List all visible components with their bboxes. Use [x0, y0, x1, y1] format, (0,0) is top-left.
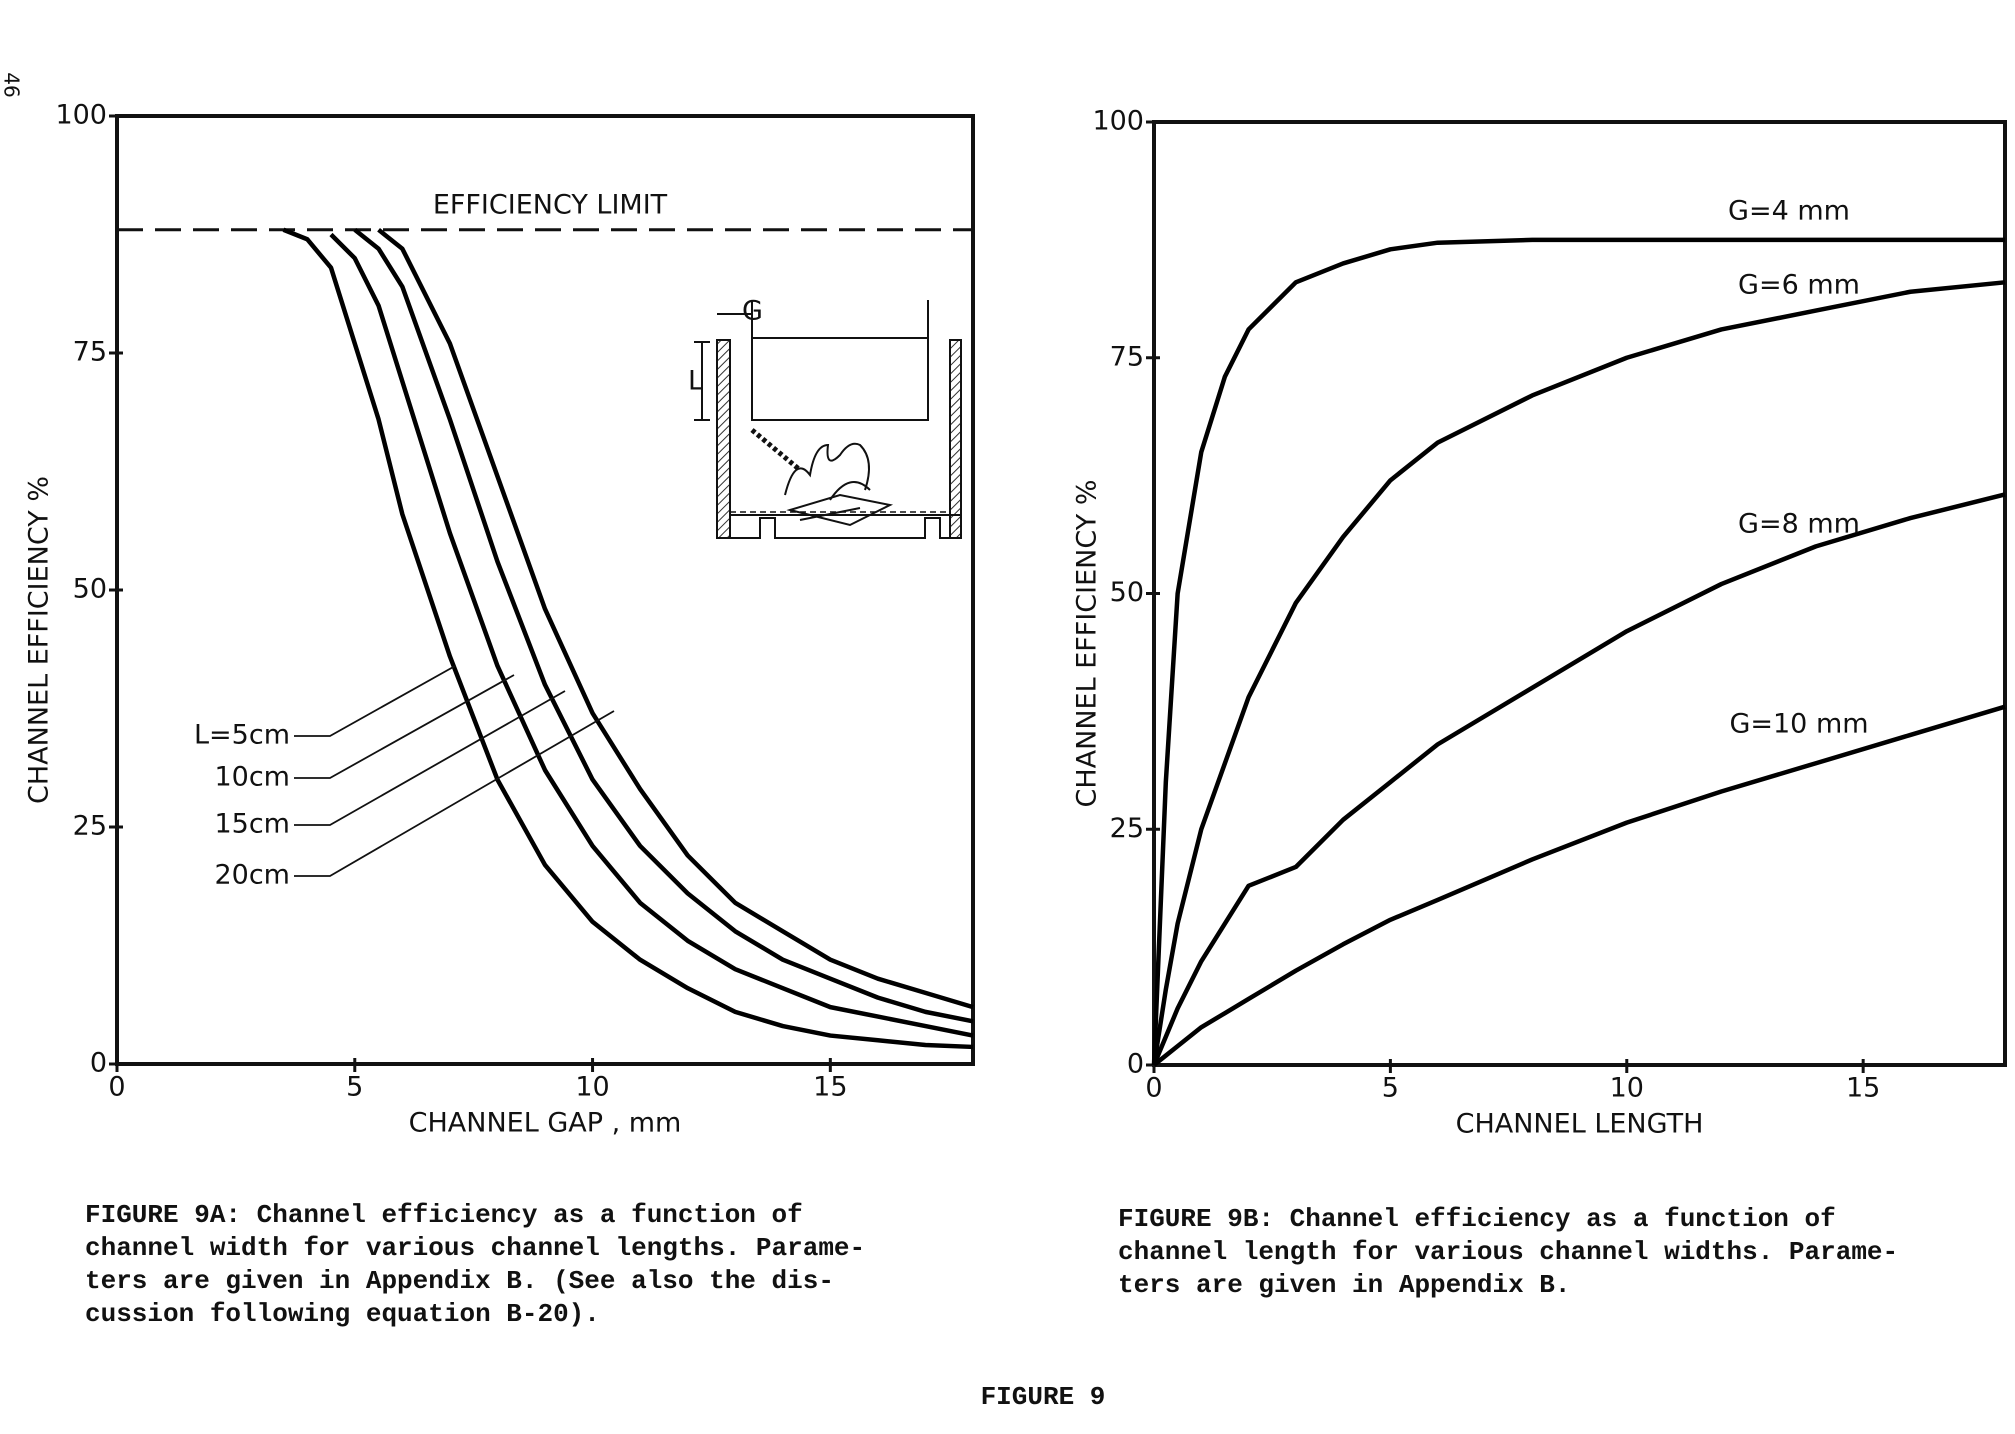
series-line: [1151, 280, 2006, 1066]
x-tick-label: 5: [1382, 1073, 1399, 1104]
caption-line: cussion following equation B-20).: [85, 1299, 600, 1329]
caption-line: ters are given in Appendix B.: [1118, 1270, 1570, 1300]
caption-line: FIGURE 9B: Channel efficiency as a funct…: [1118, 1204, 1836, 1234]
y-tick-label: 0: [1127, 1049, 1144, 1080]
series-label: 15cm: [214, 809, 290, 840]
x-tick-label: 0: [1145, 1073, 1162, 1104]
y-tick-label: 75: [73, 337, 107, 368]
series-label: 10cm: [214, 762, 290, 793]
y-axis-label: CHANNEL EFFICIENCY %: [24, 476, 55, 804]
y-tick-label: 75: [1110, 341, 1144, 372]
x-tick-label: 10: [575, 1072, 609, 1103]
x-tick-label: 15: [813, 1072, 847, 1103]
series-label: 20cm: [214, 860, 290, 891]
y-tick-label: 100: [55, 100, 107, 131]
series-line: [329, 232, 974, 1038]
x-axis-label: CHANNEL LENGTH: [1456, 1109, 1704, 1140]
caption-line: channel length for various channel width…: [1118, 1237, 1898, 1267]
leader-line: [294, 690, 566, 826]
caption-line: FIGURE 9A: Channel efficiency as a funct…: [85, 1200, 803, 1230]
inset-diagram: [694, 300, 962, 539]
series-label: G=8 mm: [1738, 509, 1860, 540]
figure-title: FIGURE 9: [981, 1382, 1106, 1412]
series-line: [1152, 704, 2006, 1067]
plot-frame: [115, 114, 975, 1066]
leader-line: [294, 674, 515, 779]
y-tick-label: 25: [1110, 813, 1144, 844]
series-line: [282, 227, 974, 1050]
y-tick-label: 50: [73, 574, 107, 605]
series-label: G=4 mm: [1728, 196, 1850, 227]
y-tick-label: 25: [73, 811, 107, 842]
leader-line: [294, 665, 456, 737]
x-tick-label: 10: [1610, 1073, 1644, 1104]
inset-label: L: [688, 366, 703, 397]
y-axis-label: CHANNEL EFFICIENCY %: [1072, 480, 1103, 808]
x-tick-label: 5: [346, 1072, 363, 1103]
x-axis-label: CHANNEL GAP , mm: [409, 1108, 682, 1139]
series-label: G=6 mm: [1738, 270, 1860, 301]
page-number: 46: [0, 72, 24, 97]
series-line: [1151, 237, 2005, 1066]
caption-line: ters are given in Appendix B. (See also …: [85, 1266, 834, 1296]
plot-frame: [1152, 120, 2007, 1067]
x-tick-label: 0: [108, 1072, 125, 1103]
leader-line: [294, 710, 615, 877]
inset-label: G: [742, 296, 763, 327]
series-line: [377, 228, 974, 1010]
series-line: [353, 228, 974, 1024]
series-label: L=5cm: [194, 720, 290, 751]
y-tick-label: 0: [90, 1048, 107, 1079]
series-label: G=10 mm: [1729, 709, 1868, 740]
series-line: [1151, 492, 2006, 1066]
x-tick-label: 15: [1846, 1073, 1880, 1104]
y-tick-label: 50: [1110, 577, 1144, 608]
y-tick-label: 100: [1092, 106, 1144, 137]
limit-label: EFFICIENCY LIMIT: [433, 189, 668, 220]
caption-line: channel width for various channel length…: [85, 1233, 865, 1263]
